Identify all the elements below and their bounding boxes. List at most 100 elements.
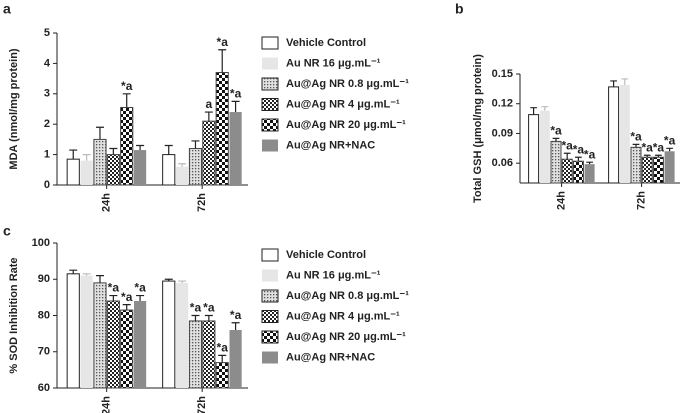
y-tick-label: 3 xyxy=(44,88,50,100)
y-tick-label: 1 xyxy=(44,149,50,161)
bar xyxy=(93,138,107,186)
annotation: *a xyxy=(217,341,229,355)
y-tick-label: 70 xyxy=(38,346,50,358)
annotation: *a xyxy=(562,138,574,152)
y-tick-label: 0.06 xyxy=(492,157,513,169)
x-tick-label: 24h xyxy=(556,191,568,210)
bar xyxy=(66,158,80,186)
annotation: *a xyxy=(664,133,676,147)
error-bar xyxy=(82,273,91,276)
bar xyxy=(202,320,216,389)
bar xyxy=(106,300,120,389)
y-tick-label: 4 xyxy=(44,57,51,69)
bar xyxy=(188,148,203,186)
bar xyxy=(134,150,147,185)
legend-label: Vehicle Control xyxy=(286,249,366,261)
error-bar xyxy=(109,294,118,301)
annotation: *a xyxy=(230,308,242,322)
error-bar xyxy=(136,144,145,151)
bar xyxy=(215,362,229,389)
annotation: *a xyxy=(121,79,133,93)
legend-label: Au@Ag NR 0.8 μg.mL⁻¹ xyxy=(286,78,409,90)
error-bar xyxy=(109,147,118,155)
annotation: *a xyxy=(573,142,585,156)
x-tick-label: 72h xyxy=(636,191,648,210)
error-bar xyxy=(204,111,213,122)
bar xyxy=(120,309,134,389)
bar xyxy=(528,114,540,184)
error-bar xyxy=(136,294,145,301)
bar xyxy=(539,110,550,183)
error-bar xyxy=(530,107,537,115)
annotation: *a xyxy=(642,140,654,154)
y-tick-label: 100 xyxy=(32,237,50,249)
error-bar xyxy=(655,154,662,158)
error-bar xyxy=(178,280,187,283)
bar xyxy=(80,160,93,185)
legend-swatch xyxy=(261,118,279,132)
annotation: *a xyxy=(630,130,642,144)
annotation: *a xyxy=(217,35,229,49)
bar xyxy=(162,154,176,186)
bar xyxy=(561,158,573,184)
y-tick-label: 0.09 xyxy=(492,127,513,139)
bar xyxy=(120,106,134,186)
legend-label: Vehicle Control xyxy=(286,37,366,49)
error-bar xyxy=(164,144,173,155)
annotation: *a xyxy=(203,301,215,315)
legend-swatch xyxy=(261,36,279,50)
x-tick-label: 72h xyxy=(196,396,208,413)
error-bar xyxy=(95,126,104,140)
annotation: *a xyxy=(584,147,596,161)
legend-swatch xyxy=(261,248,279,262)
bar xyxy=(215,72,229,186)
x-tick-label: 24h xyxy=(101,193,113,212)
annotation: *a xyxy=(121,290,133,304)
error-bar xyxy=(218,49,227,73)
error-bar xyxy=(621,78,629,85)
error-bar xyxy=(632,143,640,148)
legend-swatch xyxy=(261,98,279,111)
y-axis-title: Total GSH (μmol/mg protein) xyxy=(472,54,484,203)
bar xyxy=(641,156,653,184)
legend-label: Au@Ag NR 0.8 μg.mL⁻¹ xyxy=(286,290,409,302)
legend-label: Au NR 16 μg.mL⁻¹ xyxy=(286,57,381,69)
error-bar xyxy=(231,322,240,330)
error-bar xyxy=(191,314,200,321)
panel-label: b xyxy=(455,1,464,17)
bar xyxy=(664,151,675,183)
error-bar xyxy=(231,100,240,113)
annotation: *a xyxy=(134,281,146,295)
error-bar xyxy=(69,269,78,274)
y-axis-title: % SOD Inhibition Rate xyxy=(8,257,20,373)
error-bar xyxy=(82,154,91,161)
bar xyxy=(652,156,664,184)
annotation: *a xyxy=(653,140,665,154)
y-tick-label: 60 xyxy=(38,382,50,394)
bar xyxy=(229,330,242,388)
error-bar xyxy=(610,80,617,87)
bar xyxy=(619,84,630,183)
error-bar xyxy=(218,354,227,363)
error-bar xyxy=(643,154,651,158)
bar xyxy=(93,282,107,389)
y-tick-label: 2 xyxy=(44,118,50,130)
y-tick-label: 0.12 xyxy=(492,98,513,110)
bar xyxy=(608,86,620,184)
y-tick-label: 80 xyxy=(38,309,50,321)
legend-swatch xyxy=(261,77,279,91)
bar xyxy=(106,154,120,186)
legend-swatch xyxy=(262,139,278,152)
bar xyxy=(202,120,216,186)
legend-swatch xyxy=(261,289,279,303)
error-bar xyxy=(204,314,213,321)
legend-label: Au@Ag NR+NAC xyxy=(286,351,375,363)
annotation: a xyxy=(206,97,213,111)
legend-label: Au@Ag NR 4 μg.mL⁻¹ xyxy=(286,98,400,110)
annotation: *a xyxy=(190,301,202,315)
bar xyxy=(229,112,242,185)
legend-swatch xyxy=(262,351,278,364)
bar xyxy=(572,160,584,184)
bar xyxy=(80,275,93,388)
